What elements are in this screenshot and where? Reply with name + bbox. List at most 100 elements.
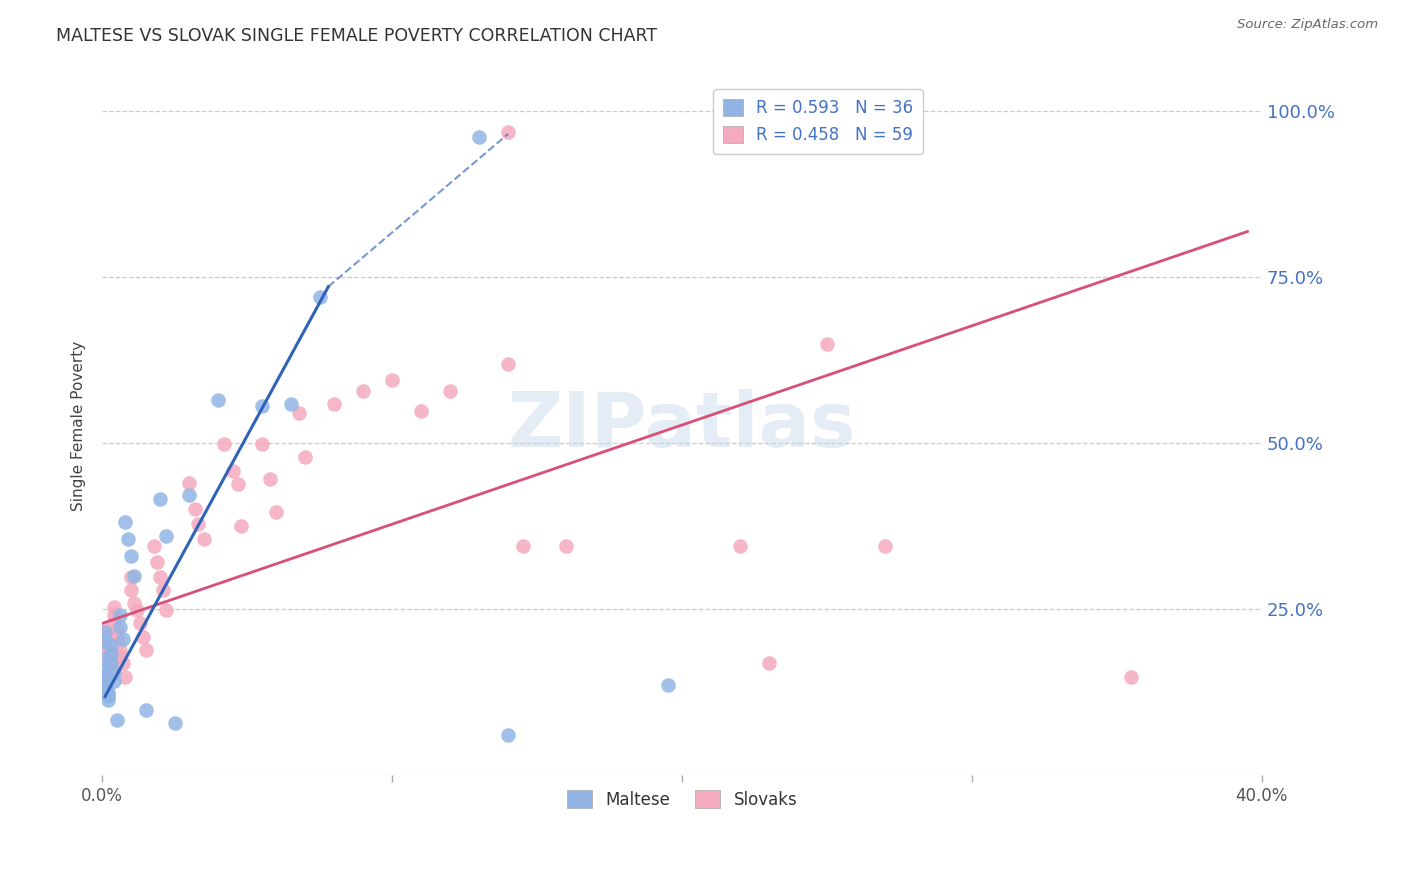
Point [193,532,215,546]
Point [94,628,117,642]
Point [94,622,117,636]
Point [94,638,117,652]
Point [288,406,311,420]
Point [94,661,117,675]
Point [323,397,346,411]
Point [179,487,201,501]
Point [94,635,117,649]
Point [94,651,117,665]
Point [122,568,145,582]
Point [135,703,157,717]
Point [143,539,166,553]
Legend: Maltese, Slovaks: Maltese, Slovaks [560,784,804,815]
Point [108,649,131,664]
Point [103,608,125,623]
Point [94,625,117,640]
Point [250,437,273,451]
Point [873,539,896,553]
Point [97,693,120,707]
Point [100,647,122,661]
Point [97,690,120,704]
Point [228,476,250,491]
Point [728,539,751,553]
Point [111,632,134,646]
Point [103,616,125,631]
Point [555,539,578,553]
Point [135,643,157,657]
Point [758,657,780,671]
Point [122,597,145,611]
Point [120,570,142,584]
Point [129,616,152,631]
Point [103,600,125,615]
Point [94,674,117,689]
Point [221,464,243,478]
Point [259,472,281,486]
Point [132,630,155,644]
Point [207,392,229,407]
Point [108,643,131,657]
Point [163,716,186,731]
Point [146,555,169,569]
Text: ZIPatlas: ZIPatlas [508,389,856,463]
Point [100,647,122,661]
Point [308,290,330,304]
Point [125,603,148,617]
Point [97,641,120,656]
Point [97,645,120,659]
Point [149,570,172,584]
Point [105,630,128,644]
Point [439,384,461,398]
Point [1121,669,1143,683]
Point [155,529,177,543]
Y-axis label: Single Female Poverty: Single Female Poverty [72,341,86,511]
Point [187,516,209,531]
Point [280,397,302,411]
Point [105,623,128,637]
Point [352,384,374,398]
Point [815,337,838,351]
Point [120,583,142,598]
Point [111,657,134,671]
Point [231,518,253,533]
Point [108,620,131,634]
Point [97,688,120,702]
Point [103,665,125,679]
Point [97,685,120,699]
Point [264,506,287,520]
Point [94,678,117,692]
Point [381,373,404,387]
Point [496,728,519,742]
Text: Source: ZipAtlas.com: Source: ZipAtlas.com [1237,18,1378,31]
Point [657,678,679,692]
Point [103,673,125,688]
Point [250,399,273,413]
Point [152,583,174,598]
Point [149,492,172,507]
Point [94,668,117,682]
Point [100,638,122,652]
Point [100,657,122,671]
Point [496,357,519,371]
Point [100,654,122,668]
Point [179,475,201,490]
Point [468,130,491,145]
Point [184,502,207,516]
Point [114,669,136,683]
Point [105,714,128,728]
Point [411,404,433,418]
Point [512,539,534,553]
Point [212,437,235,451]
Point [120,549,142,563]
Point [97,635,120,649]
Text: MALTESE VS SLOVAK SINGLE FEMALE POVERTY CORRELATION CHART: MALTESE VS SLOVAK SINGLE FEMALE POVERTY … [56,27,658,45]
Point [117,532,139,546]
Point [294,450,316,465]
Point [155,603,177,617]
Point [100,661,122,675]
Point [105,636,128,650]
Point [496,125,519,139]
Point [97,649,120,664]
Point [114,516,136,530]
Point [108,608,131,623]
